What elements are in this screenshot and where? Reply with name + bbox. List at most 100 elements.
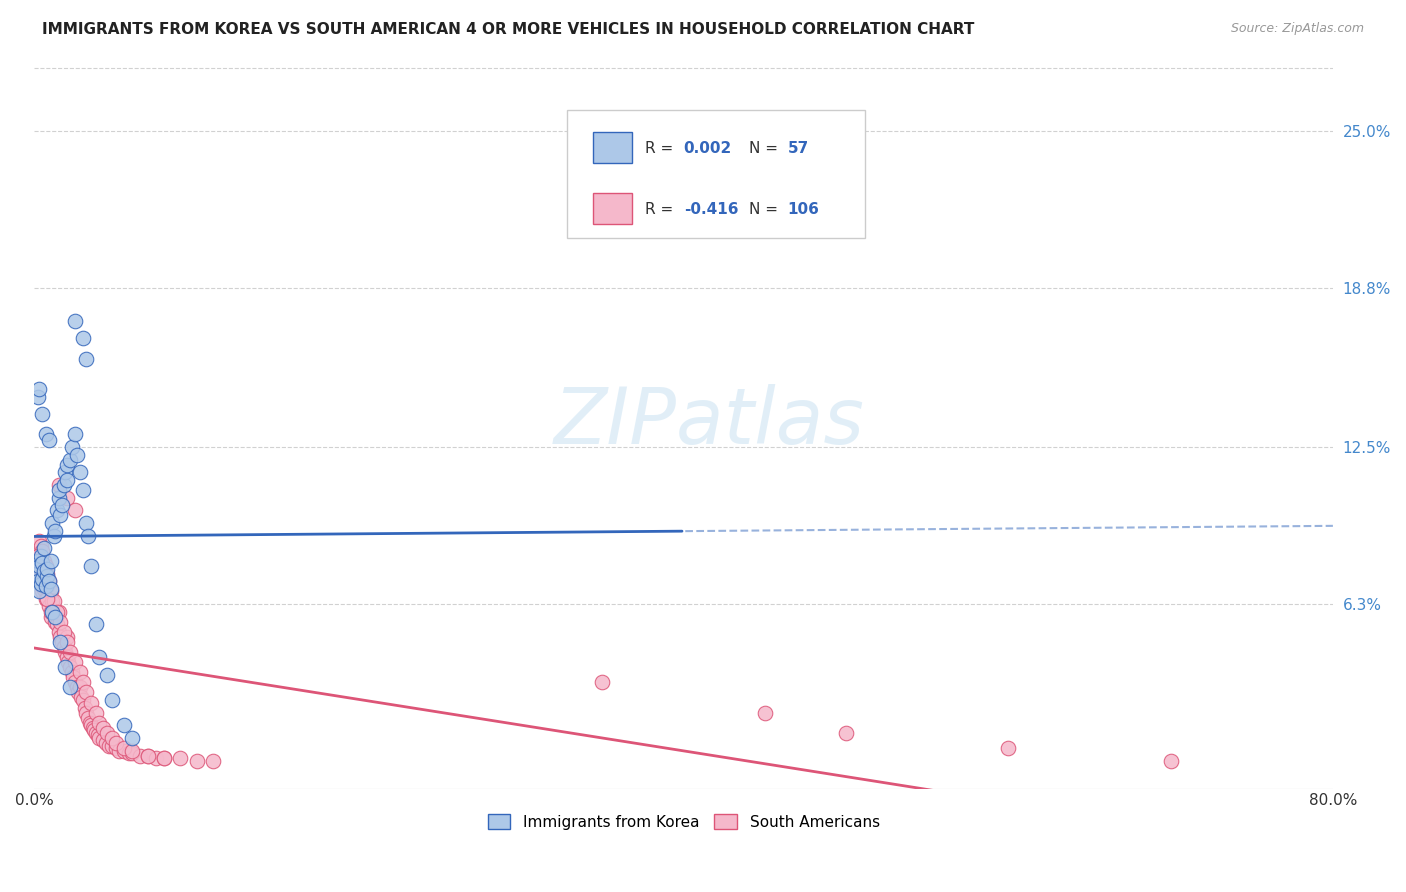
FancyBboxPatch shape: [567, 110, 866, 238]
Point: [145, 751, 167, 765]
Point: [52, 640, 75, 654]
Point: [75, 516, 97, 530]
Point: [28, 574, 51, 589]
Point: [30, 559, 52, 574]
Point: [35, 427, 58, 442]
Point: [48, 624, 70, 639]
Point: [59, 681, 82, 695]
Point: [44, 524, 66, 538]
Point: [107, 743, 129, 757]
Point: [77, 528, 100, 542]
Point: [153, 751, 176, 765]
Point: [53, 660, 76, 674]
Point: [59, 645, 82, 659]
Point: [35, 579, 58, 593]
FancyBboxPatch shape: [593, 132, 631, 163]
Point: [28, 382, 51, 396]
Point: [31, 572, 53, 586]
Point: [169, 751, 191, 765]
Point: [27, 549, 49, 563]
Point: [73, 700, 96, 714]
Point: [69, 681, 91, 695]
Point: [121, 743, 143, 757]
Point: [39, 605, 62, 619]
Point: [121, 746, 143, 760]
Point: [56, 491, 79, 505]
Point: [28, 554, 51, 568]
Point: [32, 579, 55, 593]
Point: [48, 483, 70, 497]
Point: [89, 715, 111, 730]
Point: [46, 617, 69, 632]
Point: [835, 726, 858, 740]
Text: N =: N =: [748, 141, 783, 156]
Point: [52, 478, 75, 492]
Point: [96, 667, 118, 681]
Point: [39, 554, 62, 568]
Legend: Immigrants from Korea, South Americans: Immigrants from Korea, South Americans: [481, 807, 886, 836]
Point: [27, 564, 49, 578]
Point: [67, 685, 90, 699]
Point: [82, 721, 104, 735]
Point: [58, 655, 80, 669]
Point: [37, 566, 59, 581]
Point: [31, 543, 53, 558]
Point: [75, 351, 97, 366]
Point: [86, 728, 108, 742]
Point: [104, 736, 127, 750]
Point: [80, 718, 103, 732]
Point: [70, 690, 93, 705]
Point: [56, 630, 79, 644]
Point: [84, 706, 107, 720]
Point: [31, 557, 53, 571]
Point: [39, 584, 62, 599]
Point: [101, 739, 124, 753]
Point: [30, 576, 52, 591]
Point: [32, 564, 55, 578]
Point: [128, 748, 150, 763]
Point: [49, 630, 72, 644]
Point: [1160, 754, 1182, 768]
Point: [53, 466, 76, 480]
Point: [75, 706, 97, 720]
Point: [101, 731, 124, 745]
Text: R =: R =: [645, 202, 678, 217]
Point: [48, 491, 70, 505]
Point: [32, 541, 55, 556]
Point: [30, 557, 52, 571]
Point: [42, 594, 65, 608]
Point: [60, 440, 83, 454]
Point: [52, 624, 75, 639]
Point: [28, 559, 51, 574]
Point: [104, 741, 127, 756]
Point: [46, 503, 69, 517]
Point: [59, 660, 82, 674]
Point: [186, 754, 208, 768]
Point: [44, 609, 66, 624]
Point: [63, 427, 86, 442]
Point: [44, 615, 66, 629]
Point: [77, 711, 100, 725]
Point: [63, 314, 86, 328]
Point: [94, 736, 117, 750]
Point: [84, 726, 107, 740]
Point: [51, 635, 73, 649]
Point: [75, 685, 97, 699]
Point: [37, 569, 59, 583]
Point: [51, 498, 73, 512]
Text: IMMIGRANTS FROM KOREA VS SOUTH AMERICAN 4 OR MORE VEHICLES IN HOUSEHOLD CORRELAT: IMMIGRANTS FROM KOREA VS SOUTH AMERICAN …: [42, 22, 974, 37]
Point: [30, 576, 52, 591]
Point: [37, 579, 59, 593]
Point: [83, 723, 105, 738]
Point: [38, 574, 60, 589]
Text: ZIPatlas: ZIPatlas: [554, 384, 865, 460]
Point: [96, 726, 118, 740]
Point: [37, 561, 59, 575]
Point: [62, 670, 84, 684]
Point: [38, 574, 60, 589]
Point: [27, 554, 49, 568]
Point: [201, 754, 224, 768]
Point: [31, 407, 53, 421]
Point: [72, 693, 94, 707]
Text: N =: N =: [748, 202, 783, 217]
